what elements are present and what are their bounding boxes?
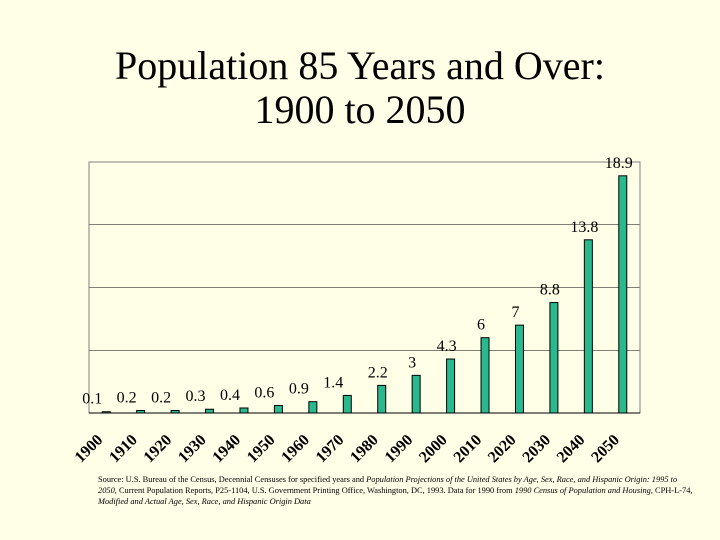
data-label: 8.8 xyxy=(540,282,560,299)
bar xyxy=(618,175,628,414)
bar xyxy=(446,358,456,414)
x-tick-label: 2030 xyxy=(519,431,554,466)
bar xyxy=(377,384,387,414)
data-label: 0.2 xyxy=(117,389,137,406)
bar xyxy=(549,302,559,414)
data-label: 0.2 xyxy=(151,389,171,406)
bar xyxy=(514,324,524,414)
source-text-1: Source: U.S. Bureau of the Census, Decen… xyxy=(98,475,367,484)
bar xyxy=(480,337,490,414)
bar xyxy=(583,239,593,414)
source-text-6: Modified and Actual Age, Sex, Race, and … xyxy=(98,497,311,506)
x-tick-label: 2010 xyxy=(451,431,486,466)
x-tick-label: 2000 xyxy=(416,431,451,466)
bar xyxy=(411,374,421,414)
data-label: 18.9 xyxy=(605,155,633,172)
x-tick-label: 1940 xyxy=(209,431,244,466)
data-label: 2.2 xyxy=(368,364,388,381)
data-label: 7 xyxy=(511,304,519,321)
title-line-1: Population 85 Years and Over: xyxy=(115,43,605,88)
bar xyxy=(342,394,352,414)
data-label: 4.3 xyxy=(437,338,457,355)
source-text-5: , CPH-L-74, xyxy=(650,486,693,495)
data-label: 0.1 xyxy=(82,391,102,408)
data-label: 3 xyxy=(408,354,416,371)
source-note: Source: U.S. Bureau of the Census, Decen… xyxy=(98,474,698,507)
source-text-2: Population Projections of the United Sta… xyxy=(98,475,678,495)
bar xyxy=(170,409,180,414)
x-tick-label: 1920 xyxy=(141,431,176,466)
x-tick-label: 1960 xyxy=(278,431,313,466)
x-tick-label: 1990 xyxy=(382,431,417,466)
x-tick-label: 1910 xyxy=(106,431,141,466)
bar xyxy=(101,411,111,414)
data-label: 1.4 xyxy=(323,374,343,391)
bar xyxy=(239,407,249,414)
bar xyxy=(308,401,318,414)
x-tick-label: 2040 xyxy=(554,431,589,466)
data-label: 0.3 xyxy=(186,388,206,405)
data-label: 0.4 xyxy=(220,387,240,404)
x-tick-label: 1900 xyxy=(72,431,107,466)
x-tick-label: 1950 xyxy=(244,431,279,466)
bar xyxy=(273,404,283,414)
x-tick-label: 2020 xyxy=(485,431,520,466)
bar xyxy=(205,408,215,414)
bar xyxy=(136,409,146,414)
data-label: 13.8 xyxy=(570,219,598,236)
x-tick-label: 2050 xyxy=(588,431,623,466)
data-label: 6 xyxy=(477,317,485,334)
x-tick-label: 1980 xyxy=(347,431,382,466)
x-tick-label: 1970 xyxy=(313,431,348,466)
data-label: 0.6 xyxy=(254,384,274,401)
title-line-2: 1900 to 2050 xyxy=(254,87,466,132)
source-text-4: 1990 Census of Population and Housing xyxy=(514,486,651,495)
page-title: Population 85 Years and Over: 1900 to 20… xyxy=(0,44,720,132)
source-text-3: , Current Population Reports, P25-1104, … xyxy=(114,486,515,495)
x-tick-label: 1930 xyxy=(175,431,210,466)
data-label: 0.9 xyxy=(289,381,309,398)
